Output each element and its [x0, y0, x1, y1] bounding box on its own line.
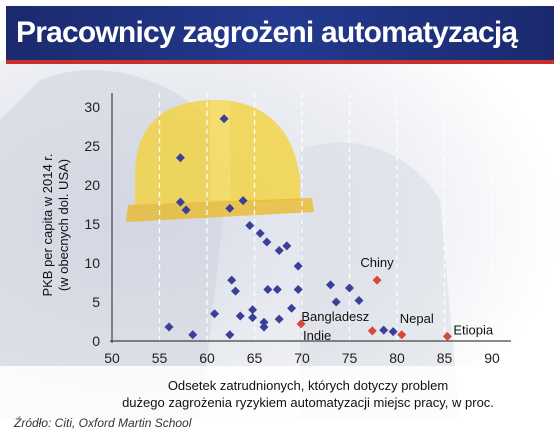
- data-point: [248, 305, 258, 315]
- highlight-point: [296, 319, 306, 329]
- x-tick-label: 60: [199, 350, 215, 366]
- data-point: [181, 205, 191, 215]
- y-axis-label-line: PKB per capita w 2014 r.: [40, 153, 55, 296]
- data-point: [255, 228, 265, 238]
- y-axis-label-line: (w obecnych dol. USA): [56, 159, 71, 291]
- data-point: [238, 196, 248, 206]
- x-tick-label: 90: [484, 350, 500, 366]
- data-point: [274, 246, 284, 256]
- y-tick-label: 5: [92, 294, 100, 310]
- data-point: [262, 237, 272, 247]
- data-point: [245, 221, 255, 231]
- x-tick-label: 85: [437, 350, 453, 366]
- data-point: [175, 153, 185, 163]
- y-tick-label: 15: [84, 216, 100, 232]
- y-tick-label: 0: [92, 333, 100, 349]
- highlight-point: [442, 331, 452, 341]
- data-point: [287, 303, 297, 313]
- data-point: [225, 203, 235, 213]
- chart-title: Pracownicy zagrożeni automatyzacją: [16, 16, 518, 49]
- data-point: [354, 295, 364, 305]
- data-point: [188, 330, 198, 340]
- x-axis-label-line-1: Odsetek zatrudnionych, których dotyczy p…: [167, 378, 449, 393]
- y-axis-label: PKB per capita w 2014 r.(w obecnych dol.…: [40, 153, 71, 296]
- data-point: [282, 241, 292, 251]
- data-point: [259, 322, 269, 332]
- data-point: [293, 285, 303, 295]
- data-point: [210, 309, 220, 319]
- data-point: [293, 261, 303, 271]
- highlight-point: [397, 330, 407, 340]
- data-label: Bangladesz: [301, 309, 369, 324]
- x-tick-label: 65: [247, 350, 263, 366]
- data-point: [274, 314, 284, 324]
- data-point: [175, 197, 185, 207]
- data-label: Chiny: [360, 255, 394, 270]
- data-label: Etiopia: [453, 322, 494, 337]
- x-axis-label-line-2: dużego zagrożenia ryzykiem automatyzacji…: [122, 395, 494, 410]
- data-point: [345, 283, 354, 293]
- data-label: Nepal: [400, 311, 434, 326]
- x-tick-label: 75: [342, 350, 358, 366]
- highlight-point: [367, 326, 377, 336]
- data-point: [263, 285, 273, 295]
- data-point: [326, 280, 335, 290]
- data-label: Indie: [303, 328, 331, 343]
- x-tick-label: 50: [104, 350, 120, 366]
- data-point: [235, 311, 245, 321]
- data-point: [248, 313, 258, 323]
- data-point: [225, 330, 235, 340]
- data-point: [231, 286, 240, 296]
- data-point: [379, 325, 389, 335]
- highlight-point: [372, 275, 382, 285]
- y-tick-label: 10: [84, 255, 100, 271]
- title-banner: Pracownicy zagrożeni automatyzacją: [6, 6, 554, 64]
- source-note: Źródło: Citi, Oxford Martin School: [14, 416, 192, 430]
- data-point: [272, 285, 282, 295]
- data-point: [388, 327, 398, 337]
- data-point: [227, 275, 237, 285]
- data-point: [331, 297, 341, 307]
- y-tick-label: 30: [84, 99, 100, 115]
- data-point: [219, 114, 229, 124]
- data-point: [259, 317, 269, 327]
- x-tick-label: 70: [294, 350, 310, 366]
- y-tick-label: 20: [84, 177, 100, 193]
- data-point: [164, 322, 174, 332]
- x-tick-label: 80: [389, 350, 405, 366]
- y-tick-label: 25: [84, 138, 100, 154]
- x-tick-label: 55: [152, 350, 168, 366]
